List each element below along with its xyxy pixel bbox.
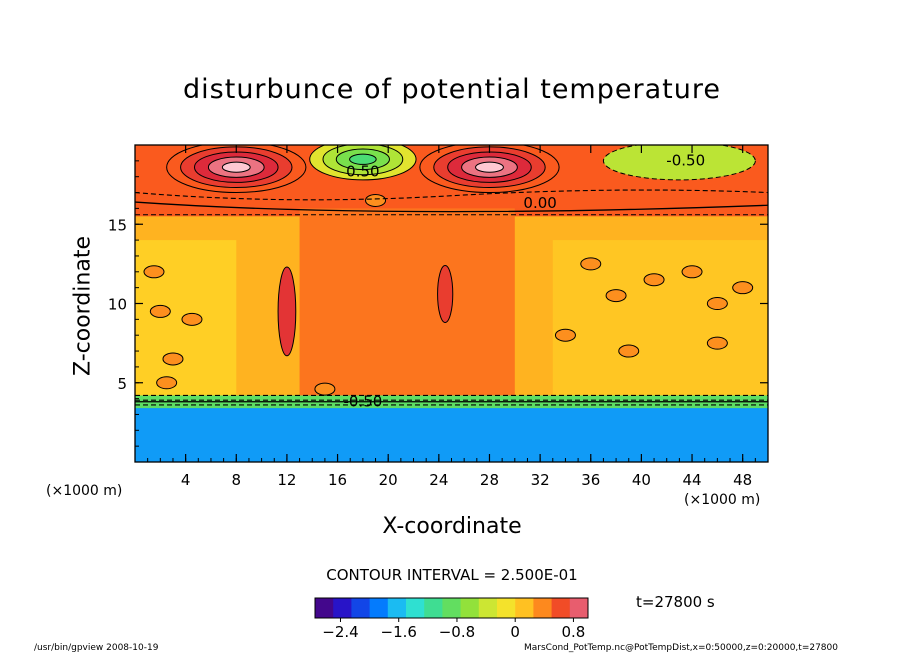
warm-blob-right <box>419 145 560 194</box>
colorbar-tick-label: −2.4 <box>322 623 358 641</box>
colorbar-segment <box>515 598 534 618</box>
colorbar-segment <box>497 598 516 618</box>
contour-label: 0.50 <box>346 162 379 180</box>
colorbar-tick-label: −0.8 <box>439 623 475 641</box>
y-tick-label: 10 <box>108 296 127 314</box>
colorbar-segment <box>387 598 407 618</box>
x-unit-left: (×1000 m) <box>46 483 123 499</box>
warm-blob-left <box>166 145 307 194</box>
field-center <box>299 208 515 399</box>
colorbar-segment <box>351 598 371 618</box>
footer-left: /usr/bin/gpview 2008-10-19 <box>34 643 159 653</box>
contour-label: -0.50 <box>666 151 705 169</box>
x-tick-label: 8 <box>232 471 242 489</box>
time-label: t=27800 s <box>636 593 715 611</box>
warm-lens-left <box>277 266 297 357</box>
colorbar-segment <box>569 598 589 618</box>
x-tick-label: 32 <box>531 471 550 489</box>
y-tick-label: 5 <box>117 375 127 393</box>
x-tick-label: 4 <box>181 471 191 489</box>
colorbar-segment <box>478 598 498 618</box>
x-tick-label: 36 <box>581 471 600 489</box>
x-tick-label: 20 <box>379 471 398 489</box>
x-tick-label: 40 <box>632 471 651 489</box>
colorbar-tick-label: 0.8 <box>562 623 586 641</box>
x-tick-label: 12 <box>277 471 296 489</box>
contour-label: 0.00 <box>523 194 556 212</box>
colorbar-tick-label: −1.6 <box>381 623 417 641</box>
x-tick-label: 24 <box>429 471 448 489</box>
colorbar-segment <box>551 598 571 618</box>
colorbar-segment <box>460 598 480 618</box>
cold-blob-top <box>309 145 417 181</box>
x-tick-label: 44 <box>682 471 701 489</box>
colorbar-frame <box>314 597 589 619</box>
colorbar-segment <box>333 598 352 618</box>
x-tick-label: 48 <box>733 471 752 489</box>
colorbar-segment <box>424 598 443 618</box>
warm-lens-right <box>437 264 454 324</box>
field-bottom-cold <box>135 408 768 462</box>
x-axis-label: X-coordinate <box>382 514 522 539</box>
colorbar-tick-label: 0 <box>510 623 520 641</box>
y-tick-label: 15 <box>108 216 127 234</box>
chart-title: disturbunce of potential temperature <box>183 74 721 105</box>
footer-right: MarsCond_PotTemp.nc@PotTempDist,x=0:5000… <box>524 643 838 653</box>
x-tick-label: 16 <box>328 471 347 489</box>
contour-interval: CONTOUR INTERVAL = 2.500E-01 <box>326 566 578 584</box>
warm-patches <box>143 193 754 396</box>
dashed-contours <box>135 189 768 406</box>
solid-contours <box>135 201 768 403</box>
x-unit-right: (×1000 m) <box>684 492 761 508</box>
colorbar-segment <box>406 598 425 618</box>
plot-area: -0.50 0.00 0.50 -0.50 <box>135 145 768 462</box>
colorbar-segment <box>315 598 334 618</box>
colorbar-segment <box>533 598 553 618</box>
cold-patch-upper-right <box>602 145 756 181</box>
contour-label: -0.50 <box>343 392 382 410</box>
colorbar-segment <box>369 598 389 618</box>
colorbar-segment <box>442 598 462 618</box>
colorbar: −2.4 −1.6 −0.8 0 0.8 <box>314 597 589 641</box>
field-transition <box>135 395 768 410</box>
x-tick-label: 28 <box>480 471 499 489</box>
